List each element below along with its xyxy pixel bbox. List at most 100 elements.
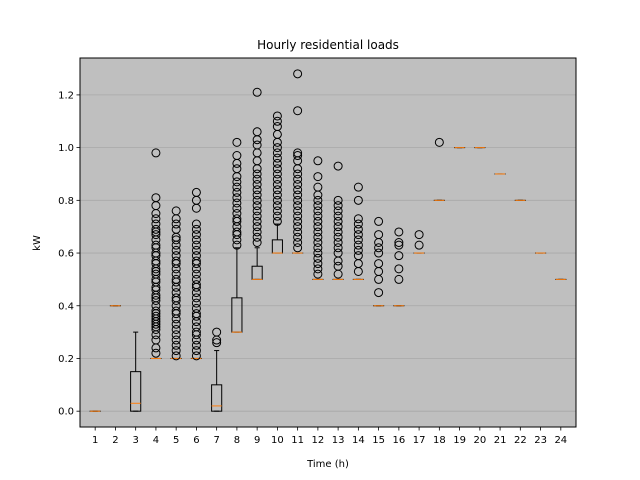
flier-point [414,240,424,250]
box-hour-5 [170,206,182,361]
flier-point [151,224,161,234]
flier-point [232,164,242,174]
box-hour-13 [332,161,344,280]
box-iqr [130,371,142,412]
x-tick-label: 11 [291,435,304,446]
flier-point [333,248,343,258]
flier-point [313,238,323,247]
y-axis: 0.0 0.2 0.4 0.6 0.8 1.0 1.2 [58,90,80,418]
x-tick-label: 10 [271,435,284,446]
flier-point [293,201,303,211]
flier-point [191,187,201,197]
flier-point [151,348,161,358]
y-axis-label: kW [32,235,43,251]
flier-point [333,261,343,271]
flier-point [333,243,343,253]
flier-point [171,251,181,261]
flier-point [232,137,242,147]
flier-point [272,201,282,211]
plot-area [80,58,576,427]
flier-point [191,219,201,229]
flier-point [252,201,262,211]
flier-point [191,322,201,332]
flier-point [191,230,201,240]
flier-point [394,274,404,284]
flier-point [353,235,363,245]
flier-point [252,190,262,200]
plot-frame [79,57,577,428]
box-hour-15 [373,216,385,307]
flier-point [293,216,303,226]
flier-point [252,185,262,195]
flier-point [191,280,201,290]
flier-point [191,224,201,234]
flier-point [232,177,242,187]
flier-point [232,182,242,192]
flier-point [313,253,323,263]
flier-point [232,198,242,208]
flier-point [252,232,262,242]
x-tick-label: 2 [112,435,118,446]
flier-point [353,245,363,255]
x-axis-label: Time (h) [306,459,349,470]
flier-point [252,180,262,190]
flier-point [313,206,323,216]
x-tick-label: 13 [332,435,345,446]
flier-point [293,69,303,79]
x-tick-label: 16 [392,435,405,446]
flier-point [293,211,303,221]
flier-point [171,274,181,284]
flier-point [434,137,444,147]
flier-point [151,230,161,240]
flier-point [191,327,201,337]
flier-point [171,219,181,229]
flier-point [293,151,303,161]
flier-point [333,238,343,247]
flier-point [171,206,181,216]
flier-point [171,335,181,345]
flier-point [333,161,343,171]
y-tick-label: 0.8 [58,196,74,207]
box-hour-3 [130,331,142,412]
flier-point [232,240,242,250]
flier-point [191,340,201,350]
x-tick-label: 15 [372,435,385,446]
x-tick-label: 8 [234,435,240,446]
flier-point [171,269,181,279]
flier-point [313,232,323,242]
flier-point [333,201,343,211]
flier-point [333,206,343,216]
flier-point [293,195,303,205]
flier-point [293,169,303,179]
flier-point [272,185,282,195]
x-tick-label: 20 [473,435,486,446]
flier-point [191,351,201,361]
flier-point [293,243,303,253]
flier-point [151,311,161,321]
flier-point [293,190,303,200]
flier-point [171,351,181,361]
flier-point [394,251,404,261]
flier-point [252,227,262,237]
flier-point [151,335,161,345]
flier-point [394,240,404,250]
flier-point [313,269,323,279]
flier-point [171,340,181,350]
flier-point [272,180,282,190]
flier-point [272,195,282,205]
flier-point [272,111,282,121]
flier-point [313,195,323,205]
flier-point [252,140,262,150]
x-tick-label: 22 [514,435,527,446]
flier-point [333,222,343,232]
flier-point [171,346,181,356]
flier-point [272,158,282,168]
flier-point [293,206,303,216]
flier-point [151,269,161,279]
flier-point [252,195,262,205]
flier-point [232,209,242,219]
box-iqr [211,384,223,412]
flier-point [232,151,242,161]
flier-point [293,232,303,242]
flier-point [252,238,262,247]
